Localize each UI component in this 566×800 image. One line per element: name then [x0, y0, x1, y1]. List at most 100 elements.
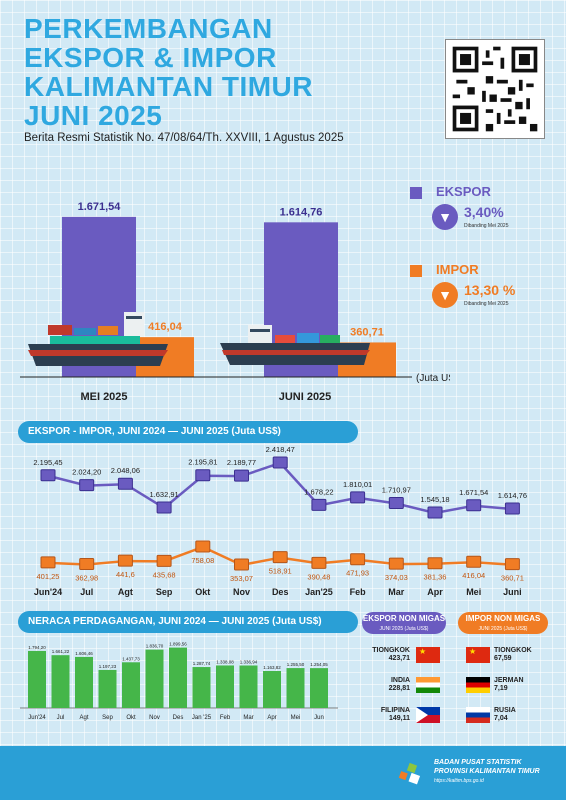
ekspor-point-label: 2.024,20	[72, 468, 101, 477]
qr-code-icon[interactable]	[446, 40, 544, 138]
impor-compare-note: Dibanding Mei 2025	[464, 301, 509, 307]
footer-url[interactable]: https://kaltim.bps.go.id	[434, 778, 484, 784]
neraca-value-label: 1.287,74	[193, 661, 211, 666]
ekspor-point-marker	[427, 506, 443, 519]
title-line-2: EKSPOR & IMPOR	[24, 42, 277, 73]
impor-point-marker	[466, 555, 482, 568]
impor-color-swatch	[410, 265, 422, 277]
trend-x-tick-label: Jul	[80, 587, 93, 597]
ekspor-point-label: 1.678,22	[304, 487, 333, 496]
neraca-value-label: 1.163,82	[263, 665, 281, 670]
country-name: RUSIA	[494, 707, 516, 714]
neraca-value-label: 1.336,94	[240, 659, 258, 664]
impor-point-marker	[79, 558, 95, 571]
section-header-neraca: NERACA PERDAGANGAN, JUNI 2024 — JUNI 202…	[18, 611, 358, 633]
country-value: 423,71	[388, 655, 410, 662]
bps-logo-icon	[398, 762, 421, 785]
ekspor-point-label: 1.545,18	[420, 495, 449, 504]
neraca-value-label: 1.899,56	[169, 642, 187, 647]
impor-point-label: 435,68	[153, 570, 176, 579]
neraca-x-tick-label: Des	[173, 715, 184, 721]
neraca-x-tick-label: Agt	[79, 715, 88, 721]
neraca-bar	[310, 668, 328, 708]
impor-point-label: 360,71	[501, 574, 524, 583]
impor-point-label: 441,6	[116, 570, 135, 579]
ekspor-point-marker	[40, 469, 56, 482]
impor-point-label: 353,07	[230, 574, 253, 583]
neraca-x-tick-label: Sep	[102, 715, 113, 721]
china-flag-icon: ★	[466, 647, 490, 663]
country-value: 67,59	[494, 655, 512, 662]
trend-x-tick-label: Juni	[503, 587, 522, 597]
impor-point-marker	[504, 558, 520, 571]
ekspor-point-marker	[117, 477, 133, 490]
ekspor-point-label: 1.632,91	[149, 490, 178, 499]
ekspor-change: 3,40%	[464, 204, 504, 220]
down-arrow-icon: ▼	[432, 204, 458, 230]
country-name: JERMAN	[494, 677, 524, 684]
impor-point-label: 471,93	[346, 569, 369, 578]
impor-country-1: TIONGKOK 67,59	[494, 647, 544, 663]
ekspor-point-label: 1.614,76	[498, 491, 527, 500]
ekspor-point-label: 1.671,54	[459, 488, 488, 497]
impor-change: 13,30 %	[464, 282, 516, 298]
trend-x-tick-label: Okt	[195, 587, 210, 597]
country-value: 149,11	[388, 715, 410, 722]
impor-point-marker	[40, 556, 56, 569]
title-line-3: KALIMANTAN TIMUR	[24, 71, 313, 102]
ekspor-country-3: FILIPINA 149,11	[360, 707, 410, 723]
ekspor-label: EKSPOR	[436, 184, 491, 199]
neraca-bar	[192, 667, 211, 708]
impor-point-label: 401,25	[37, 572, 60, 581]
ekspor-point-label: 2.195,45	[33, 458, 62, 467]
ekspor-point-label: 1.710,97	[382, 485, 411, 494]
neraca-x-tick-label: Nov	[149, 715, 160, 721]
trend-x-tick-label: Jan'25	[305, 587, 333, 597]
neraca-x-tick-label: Jul	[57, 715, 65, 721]
neraca-bar	[239, 665, 258, 708]
impor-point-label: 362,98	[75, 574, 98, 583]
unit-label: (Juta US$)	[416, 373, 450, 384]
russia-flag-icon	[466, 707, 490, 723]
trend-x-tick-label: Mei	[466, 587, 481, 597]
ekspor-nonmigas-title: EKSPOR NON MIGAS	[362, 614, 446, 623]
impor-point-marker	[350, 553, 366, 566]
neraca-x-tick-label: Apr	[267, 715, 276, 721]
neraca-x-tick-label: Jun	[314, 715, 324, 721]
ekspor-point-label: 2.048,06	[111, 466, 140, 475]
cargo-ship-icon	[28, 312, 168, 366]
china-flag-icon: ★	[416, 647, 440, 663]
impor-nonmigas-pill: IMPOR NON MIGAS JUNI 2025 (Juta US$)	[458, 612, 548, 634]
ekspor-point-marker	[195, 469, 211, 482]
impor-point-label: 390,48	[307, 572, 330, 581]
page-title: PERKEMBANGAN EKSPOR & IMPOR KALIMANTAN T…	[24, 14, 384, 130]
neraca-bar	[28, 650, 46, 708]
impor-point-label: 381,36	[424, 573, 447, 582]
trend-x-tick-label: Feb	[350, 587, 367, 597]
impor-value-label: 416,04	[148, 321, 183, 333]
ekspor-point-marker	[311, 498, 327, 511]
neraca-value-label: 1.437,73	[122, 656, 140, 661]
ekspor-compare-note: Dibanding Mei 2025	[464, 223, 509, 229]
ekspor-point-marker	[272, 456, 288, 469]
ekspor-point-marker	[350, 491, 366, 504]
impor-point-marker	[117, 554, 133, 567]
footer-agency-line2: PROVINSI KALIMANTAN TIMUR	[434, 768, 540, 775]
ekspor-point-label: 2.189,77	[227, 458, 256, 467]
ekspor-point-marker	[466, 499, 482, 512]
india-flag-icon	[416, 677, 440, 693]
impor-point-label: 518,91	[269, 567, 292, 576]
neraca-value-label: 1.661,22	[52, 649, 70, 654]
country-name: INDIA	[390, 677, 410, 684]
philippines-flag-icon	[416, 707, 440, 723]
trend-x-tick-label: Des	[272, 587, 289, 597]
country-name: FILIPINA	[380, 707, 410, 714]
neraca-bar	[51, 655, 70, 708]
period-label-juni: JUNI 2025	[279, 391, 332, 403]
impor-point-marker	[234, 558, 249, 571]
neraca-bar	[169, 647, 187, 708]
country-value: 228,81	[388, 685, 410, 692]
trend-x-tick-label: Jun'24	[34, 587, 62, 597]
trend-x-tick-label: Sep	[156, 587, 173, 597]
